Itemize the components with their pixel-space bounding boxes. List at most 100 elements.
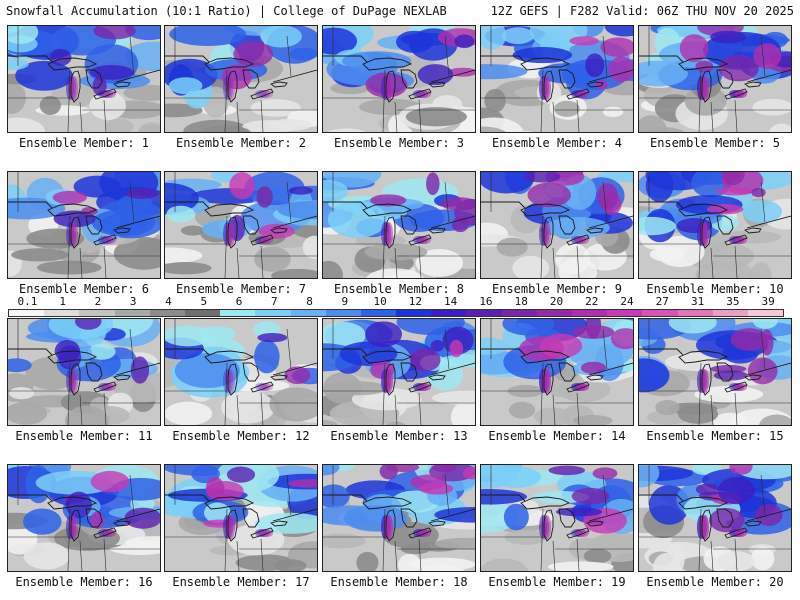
colorbar-swatch [536, 310, 572, 316]
ensemble-member-label: Ensemble Member: 1 [18, 136, 150, 150]
colorbar-swatch [501, 310, 537, 316]
ensemble-member-label: Ensemble Member: 18 [330, 575, 468, 589]
colorbar-label: 12 [408, 295, 423, 308]
ensemble-member-map [480, 25, 634, 133]
ensemble-member-map [7, 171, 161, 279]
snowfall-map [165, 465, 317, 571]
colorbar-labels: 0.1 1 2 3 4 5 6 7 8 9 10 12 14 16 18 20 22 24 27 31 35 39 [8, 296, 794, 308]
run-valid-time: 12Z GEFS | F282 Valid: 06Z THU NOV 20 20… [490, 4, 794, 18]
snowfall-map [639, 172, 791, 278]
colorbar-swatch [642, 310, 678, 316]
ensemble-member-map [164, 318, 318, 426]
ensemble-member-map [480, 464, 634, 572]
colorbar-swatch [79, 310, 115, 316]
colorbar-label: 6 [235, 295, 243, 308]
colorbar-label: 1 [59, 295, 66, 308]
colorbar-label: 18 [514, 295, 528, 308]
colorbar-swatch [9, 310, 45, 316]
colorbar-swatch [466, 310, 502, 316]
colorbar-label: 24 [620, 295, 634, 308]
colorbar-swatch [44, 310, 80, 316]
snowfall-map [323, 319, 475, 425]
snowfall-map [481, 172, 633, 278]
ensemble-member-map [164, 171, 318, 279]
colorbar-label: 8 [306, 295, 313, 308]
ensemble-member-map [480, 318, 634, 426]
snowfall-map [639, 26, 791, 132]
colorbar-swatch [747, 310, 784, 316]
colorbar-label: 3 [129, 295, 137, 308]
ensemble-member-label: Ensemble Member: 20 [646, 575, 784, 589]
snowfall-map [8, 172, 160, 278]
ensemble-member-map [638, 318, 792, 426]
ensemble-member-label: Ensemble Member: 12 [172, 429, 310, 443]
ensemble-member-map [480, 171, 634, 279]
ensemble-member-label: Ensemble Member: 5 [649, 136, 781, 150]
colorbar-label: 5 [200, 295, 208, 308]
ensemble-member-label: Ensemble Member: 4 [491, 136, 623, 150]
ensemble-member-map [7, 464, 161, 572]
colorbar-label: 4 [165, 295, 172, 308]
ensemble-member-map [322, 25, 476, 133]
ensemble-member-map [322, 318, 476, 426]
colorbar-swatch [255, 310, 291, 316]
colorbar-swatch [360, 310, 397, 316]
ensemble-member-label: Ensemble Member: 14 [488, 429, 626, 443]
ensemble-member-label: Ensemble Member: 17 [172, 575, 310, 589]
colorbar-swatch [325, 310, 361, 316]
snowfall-map [481, 465, 633, 571]
colorbar-swatch [572, 310, 608, 316]
ensemble-member-label: Ensemble Member: 15 [646, 429, 784, 443]
ensemble-member-map [638, 171, 792, 279]
ensemble-member-label: Ensemble Member: 8 [333, 282, 465, 296]
colorbar-label: 35 [726, 295, 740, 308]
ensemble-member-label: Ensemble Member: 10 [646, 282, 784, 296]
colorbar-label: 9 [341, 295, 349, 308]
colorbar-label: 20 [549, 295, 564, 308]
ensemble-member-map [164, 464, 318, 572]
ensemble-member-map [638, 464, 792, 572]
snowfall-map [323, 26, 475, 132]
snowfall-map [165, 26, 317, 132]
colorbar-label: 39 [761, 295, 775, 308]
ensemble-member-label: Ensemble Member: 13 [330, 429, 468, 443]
colorbar-swatch [396, 310, 432, 316]
ensemble-member-map [7, 318, 161, 426]
colorbar-label: 7 [270, 295, 278, 308]
ensemble-member-label: Ensemble Member: 19 [488, 575, 626, 589]
ensemble-member-label: Ensemble Member: 7 [175, 282, 307, 296]
colorbar-swatch [149, 310, 185, 316]
colorbar-label: 2 [94, 295, 102, 308]
snowfall-map [165, 172, 317, 278]
colorbar-label: 16 [479, 295, 493, 308]
snowfall-map [481, 319, 633, 425]
map-title: Snowfall Accumulation (10:1 Ratio) | Col… [6, 4, 447, 18]
colorbar-swatch [290, 310, 326, 316]
colorbar-swatch [431, 310, 467, 316]
colorbar-label: 27 [655, 295, 669, 308]
ensemble-member-map [7, 25, 161, 133]
snowfall-map [481, 26, 633, 132]
snowfall-map [8, 319, 160, 425]
colorbar-swatch [607, 310, 643, 316]
colorbar-swatch [114, 310, 150, 316]
snowfall-map [639, 319, 791, 425]
ensemble-member-map [638, 25, 792, 133]
colorbar-label: 0.1 [17, 295, 38, 308]
ensemble-member-label: Ensemble Member: 3 [333, 136, 465, 150]
ensemble-member-map [322, 171, 476, 279]
snowfall-map [323, 172, 475, 278]
ensemble-member-map [164, 25, 318, 133]
ensemble-member-map [322, 464, 476, 572]
snowfall-map [8, 465, 160, 571]
colorbar-swatch [712, 310, 748, 316]
colorbar-label: 31 [690, 295, 705, 308]
snowfall-map [8, 26, 160, 132]
colorbar-swatch [677, 310, 713, 316]
ensemble-member-label: Ensemble Member: 9 [491, 282, 623, 296]
colorbar-label: 14 [444, 295, 458, 308]
ensemble-member-label: Ensemble Member: 2 [175, 136, 307, 150]
colorbar-label: 10 [373, 295, 387, 308]
snowfall-map [165, 319, 317, 425]
snowfall-map [639, 465, 791, 571]
